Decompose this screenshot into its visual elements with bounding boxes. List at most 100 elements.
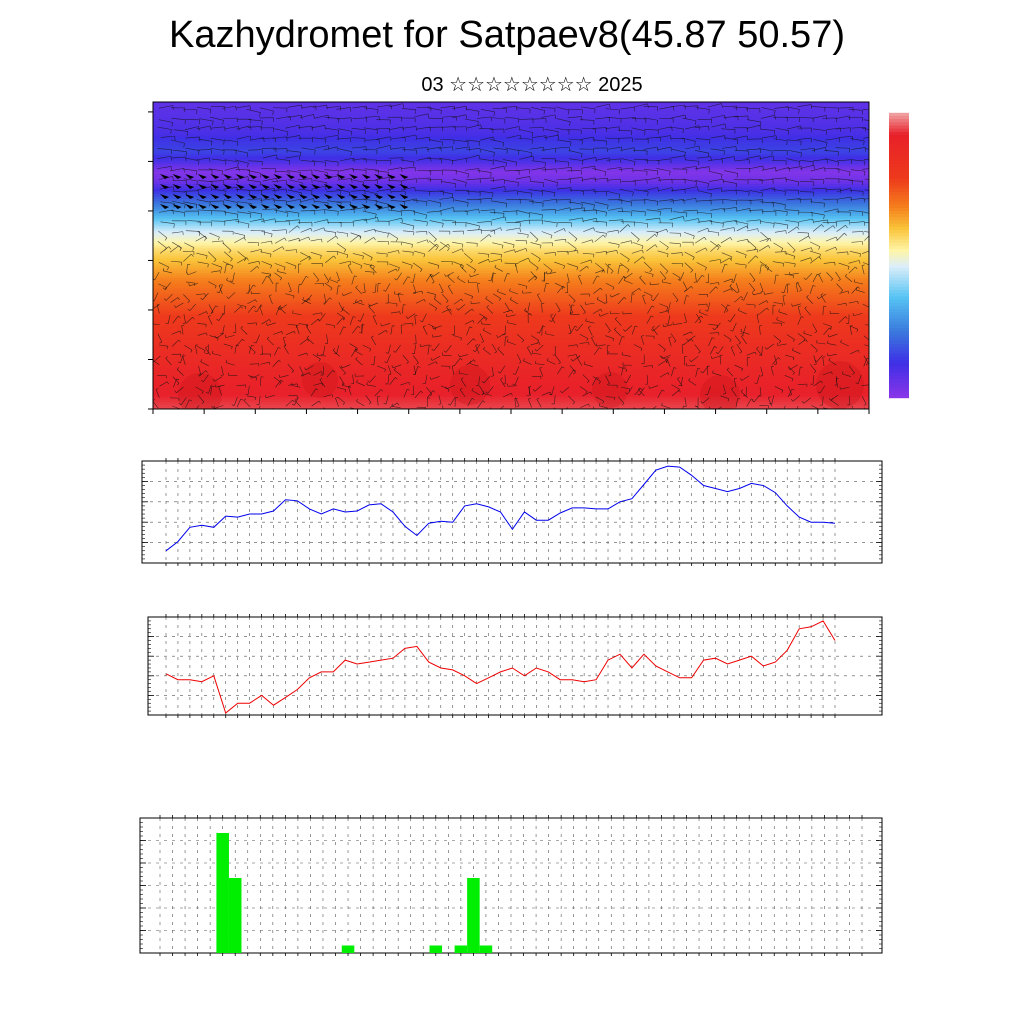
wind-barb [351,137,366,139]
wind-barb [157,148,172,150]
wind-barb-flag [738,342,741,345]
wind-barb [336,312,345,319]
wind-barb-flag [678,413,681,414]
wind-barb-flag [731,387,734,390]
strong-wind-barb [260,204,270,209]
wind-barb [543,263,553,271]
wind-barb [840,342,849,347]
wind-barb-flag [752,289,755,292]
wind-barb [709,221,724,224]
pmsl-series-line [165,465,836,552]
wind-barb-flag [341,293,344,296]
wind-barb [208,281,217,287]
wind-barb [428,139,443,143]
wind-barb-flag [570,358,574,362]
wind-barb-flag [294,265,297,270]
wind-barb-flag [618,194,621,199]
wind-barb [286,150,301,153]
wind-barb-flag [304,367,307,371]
wind-barb-flag [698,321,702,324]
wind-barb [324,282,333,289]
wind-barb [285,331,295,336]
temperature-band [153,193,869,197]
wind-barb [415,231,427,233]
colorbar-swatch [889,134,909,139]
wind-barb [299,338,308,345]
wind-barb-flag [727,398,730,402]
wind-barb [746,351,756,356]
wind-barb-flag [817,391,821,394]
temperature-band [153,287,869,291]
wind-barb [297,169,312,171]
wind-barb-flag [515,263,519,265]
temperature-band [153,260,869,264]
wind-barb [261,218,275,222]
wind-barb-flag [367,380,370,383]
wind-barb-flag [606,251,608,255]
wind-barbs [153,103,876,414]
wind-barb [680,376,683,386]
wind-barb [171,156,186,159]
wind-barb [186,220,201,222]
wind-barb [247,125,262,128]
wind-barb [260,361,270,365]
wind-barb-flag [529,176,531,181]
wind-barb [274,272,282,279]
wind-barb-flag [634,325,638,328]
wind-barb [760,221,775,224]
colorbar-swatch [889,334,909,339]
wind-barb-flag [443,350,447,353]
temperature-band [153,294,869,298]
wind-barb [310,209,325,212]
pmsl-chart [141,458,883,566]
wind-barb-flag [872,347,873,350]
wind-barb [773,222,788,226]
wind-barb [413,219,428,223]
wind-barb-flag [213,405,216,409]
wind-barb [352,218,367,222]
wind-barb [759,264,762,274]
wind-barb [656,228,667,234]
wind-barb-flag [217,237,220,241]
wind-barb [374,170,389,173]
wind-barb [323,293,327,303]
wind-barb-flag [875,131,876,135]
wind-barb-flag [225,191,227,196]
wind-barb-flag [177,315,181,318]
wind-barb [531,107,545,111]
wind-barb [658,360,667,366]
wind-barb [157,333,163,343]
wind-barb-flag [523,358,525,361]
wind-barb-flag [786,224,789,230]
wind-barb [663,324,673,328]
wind-barb-flag [534,275,538,279]
wind-barb [477,116,492,119]
wind-barb [517,232,529,235]
wind-barb [339,326,344,336]
wind-barb [428,243,437,252]
wind-barb-flag [490,172,492,177]
temperature-band [153,235,869,239]
strong-wind-barb [298,194,308,199]
wind-barb [172,191,187,193]
wind-barb [502,392,512,398]
wind-barb [836,232,845,242]
wind-barb-flag [435,361,438,365]
wind-barb [447,276,455,283]
wind-barb [247,198,262,200]
wind-barb [170,297,179,303]
wind-barb-flag [723,150,725,156]
colorbar-swatch [889,131,909,136]
temperature-band [153,257,869,261]
colorbar-swatch [889,169,909,174]
wind-barb [594,201,609,206]
temperature-band [153,393,869,397]
wind-barb-flag [741,368,743,372]
colorbar-swatch [889,226,909,231]
wind-barb [554,261,565,267]
wind-barb-flag [610,270,614,274]
wind-barb-flag [576,266,579,271]
wind-barb-flag [166,266,169,271]
wind-barb-flag [803,330,805,334]
wind-barb [592,209,607,213]
